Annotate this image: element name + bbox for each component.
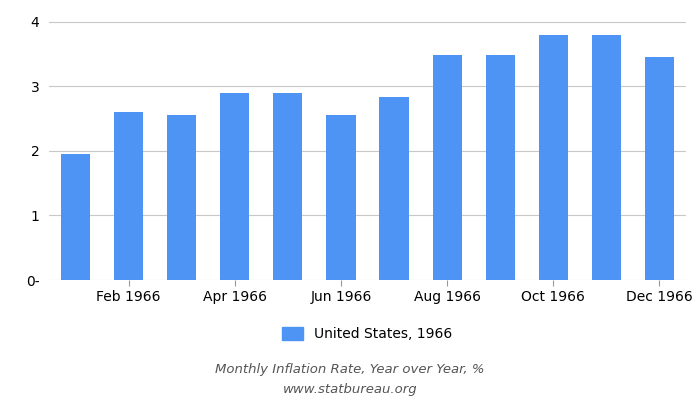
Bar <box>486 55 514 280</box>
Text: Monthly Inflation Rate, Year over Year, %: Monthly Inflation Rate, Year over Year, … <box>216 364 484 376</box>
Bar <box>433 55 462 280</box>
Text: www.statbureau.org: www.statbureau.org <box>283 384 417 396</box>
Bar <box>592 35 621 280</box>
Bar <box>539 35 568 280</box>
Bar <box>114 112 144 280</box>
Bar <box>379 96 409 280</box>
Bar <box>61 154 90 280</box>
Bar <box>326 115 356 280</box>
Legend: United States, 1966: United States, 1966 <box>282 327 453 341</box>
Bar <box>220 93 249 280</box>
Bar <box>167 115 196 280</box>
Bar <box>273 93 302 280</box>
Bar <box>645 56 674 280</box>
